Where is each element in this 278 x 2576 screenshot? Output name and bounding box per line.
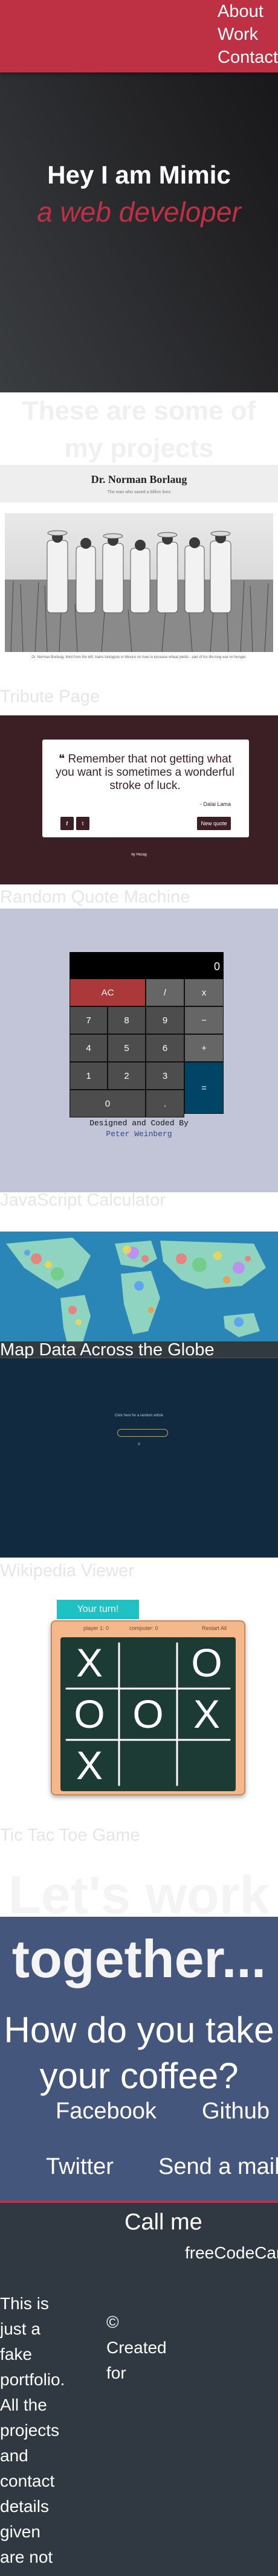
footer <box>0 2200 278 2576</box>
calc-key-clear[interactable]: AC <box>70 979 146 1006</box>
tribute-header: Dr. Norman Borlaug The man who saved a b… <box>0 465 278 502</box>
calc-key-decimal[interactable]: . <box>146 1090 184 1117</box>
calc-key-3[interactable]: 3 <box>146 1062 184 1090</box>
projects-title: These are some of my projects <box>22 396 256 463</box>
calc-key-subtract[interactable]: − <box>184 1006 224 1034</box>
contact-link-email[interactable]: Send a mail <box>158 2154 278 2179</box>
project-tile-map[interactable] <box>0 1232 278 1357</box>
tribute-subheading: The man who saved a billion lives <box>107 490 171 494</box>
ttt-computer-score: computer: 0 <box>129 1625 158 1631</box>
wiki-search-icon: ⚲ <box>137 1443 141 1446</box>
calc-key-equals[interactable]: = <box>184 1062 224 1114</box>
footer-copyright: © Created for <box>106 2313 167 2382</box>
calc-key-multiply[interactable]: x <box>184 979 224 1006</box>
ttt-player-score: player 1: 0 <box>83 1625 109 1631</box>
contact-heading-line1: Let's work <box>8 1865 270 1925</box>
project-tile-quote[interactable]: ❝ Remember that not getting what you wan… <box>0 715 278 884</box>
calc-key-7[interactable]: 7 <box>70 1006 108 1034</box>
calc-key-5[interactable]: 5 <box>108 1034 146 1062</box>
welcome-subtitle: a web developer <box>37 196 241 228</box>
quote-author: - Dalai Lama <box>199 801 231 807</box>
quote-text: ❝ Remember that not getting what you wan… <box>56 753 234 792</box>
calculator: 0 AC / x 7 8 9 − 4 5 6 + 1 2 3 = 0 . <box>70 952 224 1117</box>
contact-link-facebook[interactable]: Facebook <box>56 2098 157 2124</box>
ttt-grid: X O O O X X <box>60 1637 236 1791</box>
ttt-grid-lines <box>65 1642 231 1786</box>
ttt-restart-button[interactable]: Restart All <box>202 1625 227 1631</box>
twitter-icon[interactable]: 𝒕 <box>60 817 74 830</box>
calc-key-6[interactable]: 6 <box>146 1034 184 1062</box>
calc-credit-line1: Designed and Coded By <box>89 1119 189 1128</box>
ttt-cell[interactable]: X <box>76 1743 103 1788</box>
project-label-tictactoe: Tic Tac Toe Game <box>0 1826 140 1845</box>
tribute-heading: Dr. Norman Borlaug <box>91 473 187 485</box>
contact-heading: Let's work together... <box>0 1863 278 1991</box>
world-map-image <box>0 1232 278 1357</box>
contact-link-twitter[interactable]: Twitter <box>46 2154 114 2179</box>
calc-key-2[interactable]: 2 <box>108 1062 146 1090</box>
nav-link-work[interactable]: Work <box>218 25 259 44</box>
quote-credit: by Hezag <box>131 853 147 857</box>
nav-link-contact[interactable]: Contact <box>218 48 278 67</box>
calc-key-8[interactable]: 8 <box>108 1006 146 1034</box>
calc-key-add[interactable]: + <box>184 1034 224 1062</box>
ttt-cell[interactable] <box>178 1740 236 1791</box>
project-label-map: Map Data Across the Globe <box>0 1341 278 1358</box>
new-quote-button[interactable]: New quote <box>197 817 231 830</box>
project-tile-tictactoe[interactable]: Your turn! player 1: 0 computer: 0 Resta… <box>0 1588 278 1829</box>
contact-subheading: How do you take your coffee? <box>4 2010 274 2096</box>
nav-link-about[interactable]: About <box>218 2 263 21</box>
ttt-cell[interactable] <box>119 1740 177 1791</box>
ttt-board: player 1: 0 computer: 0 Restart All X O … <box>51 1620 245 1795</box>
ttt-cell[interactable]: O <box>132 1692 164 1736</box>
calc-key-9[interactable]: 9 <box>146 1006 184 1034</box>
calc-key-divide[interactable]: / <box>146 979 184 1006</box>
wiki-search-input[interactable] <box>117 1429 168 1437</box>
ttt-scoreboard: player 1: 0 computer: 0 Restart All <box>57 1625 238 1634</box>
footer-disclaimer: This is just a fake portfolio. All the p… <box>0 2294 65 2576</box>
calculator-display: 0 <box>213 960 220 973</box>
welcome-section: Hey I am Mimic a web developer <box>0 72 278 392</box>
project-tile-calculator[interactable]: 0 AC / x 7 8 9 − 4 5 6 + 1 2 3 = 0 . Des… <box>0 909 278 1192</box>
tribute-photo <box>5 513 273 652</box>
ttt-cell[interactable]: O <box>191 1640 222 1685</box>
contact-link-github[interactable]: Github <box>202 2098 270 2124</box>
project-label-calculator: JavaScript Calculator <box>0 1191 166 1210</box>
quote-icon: ❝ <box>59 753 68 765</box>
tribute-caption: Dr. Norman Borlaug, third from the left,… <box>31 656 247 659</box>
contact-heading-line2: together... <box>11 1929 267 1989</box>
ttt-turn-indicator: Your turn! <box>57 1600 139 1619</box>
calc-key-4[interactable]: 4 <box>70 1034 108 1062</box>
calc-credit-line2: Peter Weinberg <box>106 1130 172 1139</box>
tumblr-icon[interactable]: t <box>76 817 89 830</box>
contact-link-phone[interactable]: Call me <box>124 2210 202 2235</box>
project-tile-tribute[interactable]: Dr. Norman Borlaug The man who saved a b… <box>0 465 278 694</box>
calc-key-0[interactable]: 0 <box>70 1090 146 1117</box>
ttt-cell[interactable] <box>119 1637 177 1689</box>
quote-box: ❝ Remember that not getting what you wan… <box>42 740 249 837</box>
ttt-cell[interactable]: X <box>193 1692 221 1736</box>
wiki-hint-text: Click here for a random article <box>114 1414 164 1417</box>
ttt-cell[interactable]: X <box>76 1640 103 1685</box>
project-label-quote: Random Quote Machine <box>0 887 190 907</box>
navbar: About Work Contact <box>0 0 278 72</box>
project-tile-wiki[interactable]: Click here for a random article ⚲ <box>0 1358 278 1558</box>
project-label-tribute: Tribute Page <box>0 687 100 706</box>
ttt-cell[interactable]: O <box>74 1692 105 1736</box>
footer-fcc-link[interactable]: freeCodeCamp <box>185 2243 278 2262</box>
welcome-title: Hey I am Mimic <box>47 161 231 189</box>
calc-key-1[interactable]: 1 <box>70 1062 108 1090</box>
project-label-wiki: Wikipedia Viewer <box>0 1561 134 1580</box>
